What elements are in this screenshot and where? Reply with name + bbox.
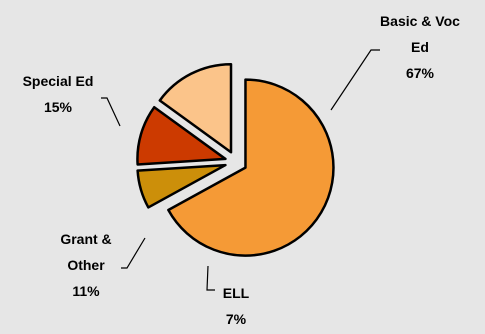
slice-label-line: Other xyxy=(67,257,105,273)
leader-line-basic-and-voc-ed xyxy=(330,49,380,111)
pie-slices xyxy=(136,62,335,257)
slice-label-line: ELL xyxy=(223,285,250,301)
slice-percent-basic-and-voc-ed: 67% xyxy=(406,65,435,81)
slice-percent-special-ed: 15% xyxy=(44,99,73,115)
pie-slice-special-ed xyxy=(158,62,233,154)
slice-percent-grant-and-other: 11% xyxy=(72,283,100,299)
slice-label-line: Special Ed xyxy=(23,73,94,89)
slice-label-basic-and-voc-ed: Basic & Voc Ed 67% xyxy=(380,13,460,81)
pie-slice-grant-and-other xyxy=(136,105,227,166)
leader-line-ell xyxy=(206,265,215,291)
leader-lines xyxy=(101,49,380,291)
slice-labels: Basic & Voc Ed 67% ELL 7% Grant & Other 11% Spec… xyxy=(23,13,461,327)
slice-label-line: Ed xyxy=(411,39,429,55)
pie-slice-basic-and-voc-ed xyxy=(167,78,335,257)
slice-label-special-ed: Special Ed 15% xyxy=(23,73,94,115)
slice-label-ell: ELL 7% xyxy=(223,285,250,327)
slice-label-line: Grant & xyxy=(60,231,111,247)
slice-label-line: Basic & Voc xyxy=(380,13,460,29)
leader-line-grant-and-other xyxy=(121,237,146,269)
slice-label-grant-and-other: Grant & Other 11% xyxy=(60,231,111,299)
pie-slice-ell xyxy=(136,163,227,209)
leader-line-special-ed xyxy=(101,97,121,127)
slice-percent-ell: 7% xyxy=(226,311,247,327)
